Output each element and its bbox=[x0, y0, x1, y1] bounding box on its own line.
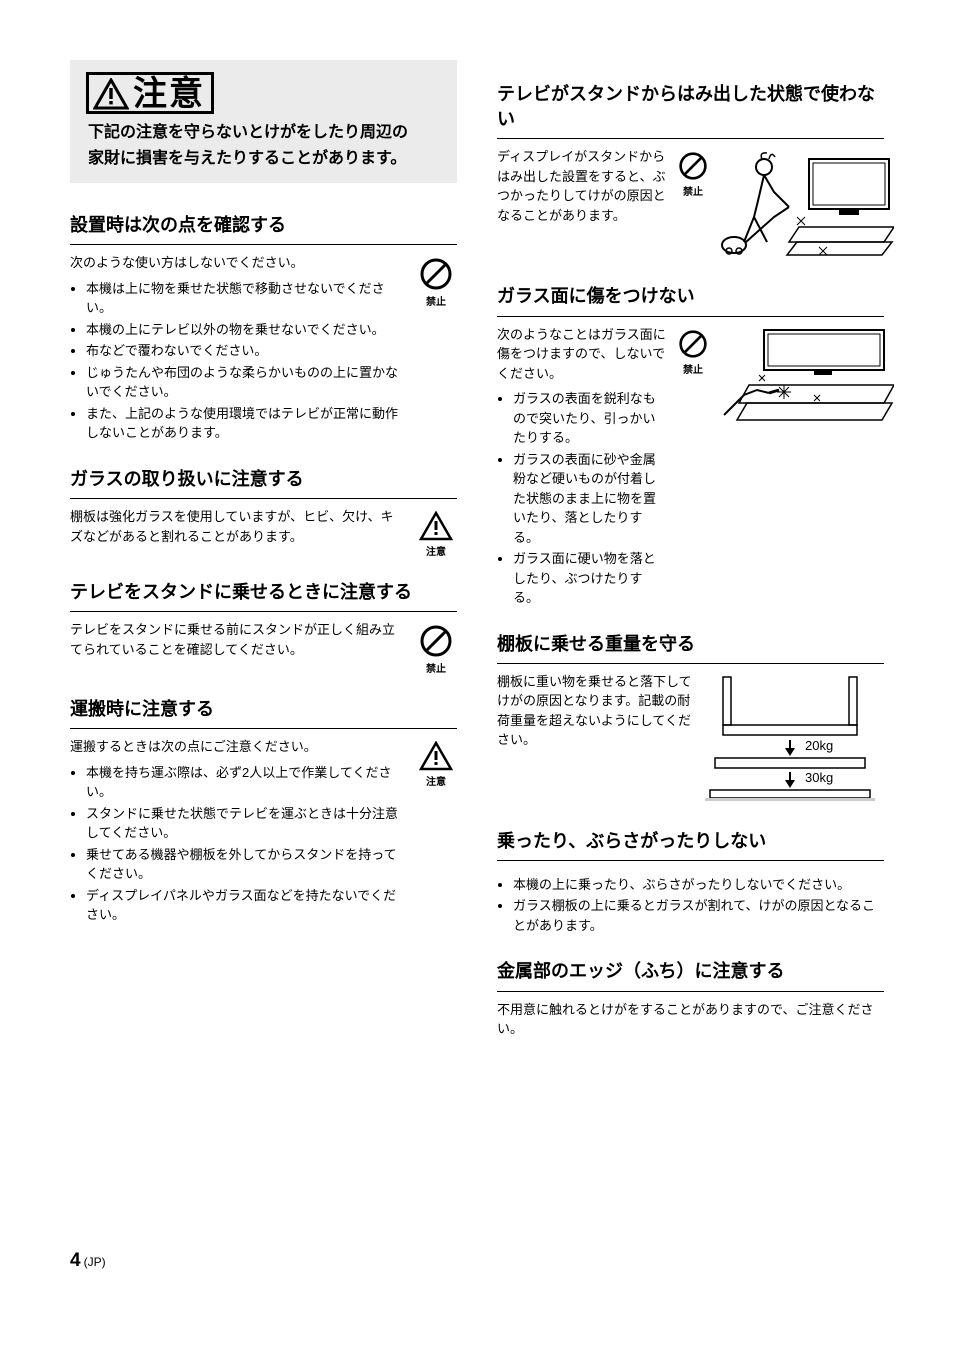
list-item: 乗せてある機器や棚板を外してからスタンドを持ってください。 bbox=[86, 845, 405, 884]
icon-label: 禁止 bbox=[426, 660, 446, 675]
icon-label: 禁止 bbox=[683, 183, 703, 198]
section-text: 不用意に触れるとけがをすることがありますので、ご注意ください。 bbox=[497, 1000, 884, 1039]
scratch-illustration bbox=[719, 325, 894, 430]
list-item: 布などで覆わないでください。 bbox=[86, 341, 405, 361]
weight-diagram: 20kg 30kg bbox=[705, 672, 875, 807]
prohibit-icon bbox=[419, 624, 453, 658]
list-item: また、上記のような使用環境ではテレビが正常に動作しないことがあります。 bbox=[86, 404, 405, 443]
caution-triangle-icon bbox=[419, 511, 453, 541]
page-columns: 注意 下記の注意を守らないとけがをしたり周辺の 家財に損害を与えたりすることがあ… bbox=[70, 60, 884, 1039]
section-no-climb: 乗ったり、ぶらさがったりしない 本機の上に乗ったり、ぶらさがったりしないでくださ… bbox=[497, 829, 884, 938]
section-heading: 運搬時に注意する bbox=[70, 697, 457, 729]
caution-icon-block: 注意 bbox=[419, 741, 453, 788]
list-item: 本機の上に乗ったり、ぶらさがったりしないでください。 bbox=[513, 875, 884, 895]
list-item: ガラスの表面を鋭利なもので突いたり、引っかいたりする。 bbox=[513, 389, 667, 448]
list-item: 本機を持ち運ぶ際は、必ず2人以上で作業してください。 bbox=[86, 763, 405, 802]
section-tv-mount: テレビをスタンドに乗せるときに注意する テレビをスタンドに乗せる前にスタンドが正… bbox=[70, 580, 457, 675]
section-install-check: 設置時は次の点を確認する 次のような使い方はしないでください。 本機は上に物を乗… bbox=[70, 213, 457, 445]
prohibit-icon-block: 禁止 bbox=[419, 624, 453, 675]
section-intro: 次のようなことはガラス面に傷をつけますので、しないでください。 bbox=[497, 327, 666, 381]
section-tv-overhang: テレビがスタンドからはみ出した状態で使わない ディスプレイがスタンドからはみ出し… bbox=[497, 82, 884, 262]
list-item: じゅうたんや布団のような柔らかいものの上に置かないでください。 bbox=[86, 363, 405, 402]
icon-label: 禁止 bbox=[426, 293, 446, 308]
warning-triangle-icon bbox=[93, 78, 129, 110]
section-text: ディスプレイがスタンドからはみ出した設置をすると、ぶつかったりしてけがの原因とな… bbox=[497, 147, 667, 225]
section-heading: 乗ったり、ぶらさがったりしない bbox=[497, 829, 884, 861]
list-item: スタンドに乗せた状態でテレビを運ぶときは十分注意してください。 bbox=[86, 804, 405, 843]
caution-title-text: 注意 bbox=[133, 77, 205, 111]
list-item: 本機の上にテレビ以外の物を乗せないでください。 bbox=[86, 320, 405, 340]
caution-triangle-icon bbox=[419, 741, 453, 771]
caution-subtitle: 下記の注意を守らないとけがをしたり周辺の 家財に損害を与えたりすることがあります… bbox=[86, 120, 441, 171]
page-locale: (JP) bbox=[84, 1255, 106, 1269]
icon-label: 禁止 bbox=[683, 361, 703, 376]
prohibit-icon bbox=[419, 257, 453, 291]
section-shelf-weight: 棚板に乗せる重量を守る 棚板に重い物を乗せると落下してけがの原因となります。記載… bbox=[497, 632, 884, 807]
list-item: 本機は上に物を乗せた状態で移動させないでください。 bbox=[86, 279, 405, 318]
prohibit-icon-block: 禁止 bbox=[678, 151, 708, 198]
vacuum-illustration bbox=[719, 147, 894, 262]
section-intro: 次のような使い方はしないでください。 bbox=[70, 255, 304, 270]
prohibit-icon-block: 禁止 bbox=[419, 257, 453, 308]
caution-header: 注意 下記の注意を守らないとけがをしたり周辺の 家財に損害を与えたりすることがあ… bbox=[70, 60, 457, 183]
section-heading: テレビをスタンドに乗せるときに注意する bbox=[70, 580, 457, 612]
caution-title: 注意 bbox=[86, 72, 214, 114]
icon-label: 注意 bbox=[426, 543, 446, 558]
icon-label: 注意 bbox=[426, 773, 446, 788]
section-metal-edge: 金属部のエッジ（ふち）に注意する 不用意に触れるとけがをすることがありますので、… bbox=[497, 959, 884, 1038]
section-heading: 金属部のエッジ（ふち）に注意する bbox=[497, 959, 884, 991]
section-glass-handling: ガラスの取り扱いに注意する 棚板は強化ガラスを使用していますが、ヒビ、欠け、キズ… bbox=[70, 467, 457, 558]
weight-label-bottom: 30kg bbox=[805, 770, 833, 785]
section-intro: 運搬するときは次の点にご注意ください。 bbox=[70, 739, 317, 754]
list-item: ガラスの表面に砂や金属粉など硬いものが付着した状態のまま上に物を置いたり、落とし… bbox=[513, 450, 667, 548]
section-text: 棚板は強化ガラスを使用していますが、ヒビ、欠け、キズなどがあると割れることがあり… bbox=[70, 507, 405, 558]
list-item: ガラス面に硬い物を落としたり、ぶつけたりする。 bbox=[513, 549, 667, 608]
section-heading: ガラス面に傷をつけない bbox=[497, 284, 884, 316]
list-item: ガラス棚板の上に乗るとガラスが割れて、けがの原因となることがあります。 bbox=[513, 896, 884, 935]
left-column: 注意 下記の注意を守らないとけがをしたり周辺の 家財に損害を与えたりすることがあ… bbox=[70, 60, 457, 1039]
weight-label-top: 20kg bbox=[805, 738, 833, 753]
section-heading: 棚板に乗せる重量を守る bbox=[497, 632, 884, 664]
right-column: テレビがスタンドからはみ出した状態で使わない ディスプレイがスタンドからはみ出し… bbox=[497, 60, 884, 1039]
page-footer: 4 (JP) bbox=[70, 1250, 106, 1272]
caution-icon-block: 注意 bbox=[419, 511, 453, 558]
section-transport: 運搬時に注意する 運搬するときは次の点にご注意ください。 本機を持ち運ぶ際は、必… bbox=[70, 697, 457, 927]
section-heading: ガラスの取り扱いに注意する bbox=[70, 467, 457, 499]
prohibit-icon bbox=[678, 151, 708, 181]
list-item: ディスプレイパネルやガラス面などを持たないでください。 bbox=[86, 886, 405, 925]
section-text: 棚板に重い物を乗せると落下してけがの原因となります。記載の耐荷重量を超えないよう… bbox=[497, 672, 697, 750]
prohibit-icon-block: 禁止 bbox=[678, 329, 708, 376]
section-heading: 設置時は次の点を確認する bbox=[70, 213, 457, 245]
prohibit-icon bbox=[678, 329, 708, 359]
section-heading: テレビがスタンドからはみ出した状態で使わない bbox=[497, 82, 884, 139]
section-glass-scratch: ガラス面に傷をつけない 次のようなことはガラス面に傷をつけますので、しないでくだ… bbox=[497, 284, 884, 609]
section-text: テレビをスタンドに乗せる前にスタンドが正しく組み立てられていることを確認してくだ… bbox=[70, 620, 405, 675]
page-number: 4 bbox=[70, 1250, 81, 1272]
